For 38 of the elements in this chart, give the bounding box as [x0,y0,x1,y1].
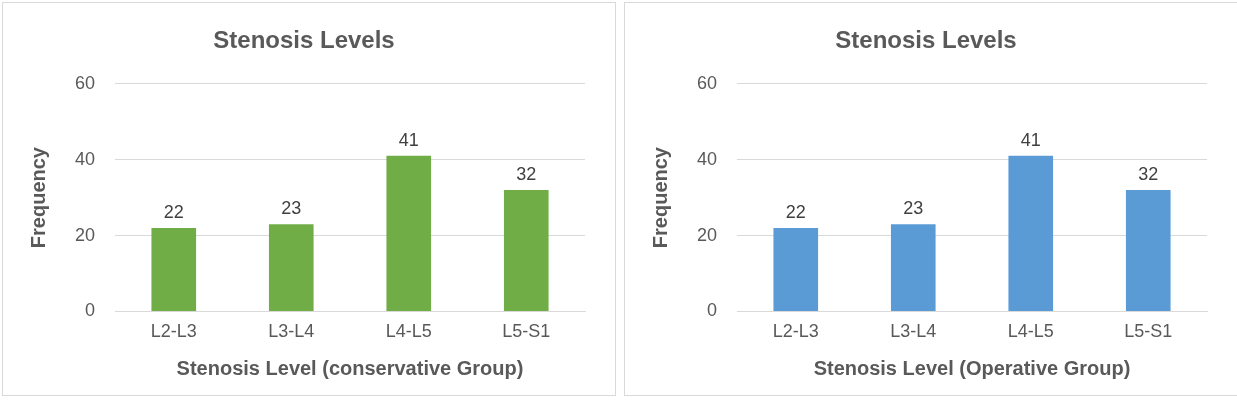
y-tick-label: 60 [696,72,718,93]
bar [1125,190,1171,311]
data-label: 22 [163,201,184,222]
y-tick-label: 20 [696,224,718,245]
x-tick-label: L2-L3 [150,321,197,342]
y-tick-label: 0 [707,300,718,321]
bar [503,190,549,311]
bar [386,155,432,311]
y-axis-title: Frequency [26,146,49,249]
x-tick-label: L4-L5 [385,321,432,342]
bar [268,224,314,311]
x-tick-label: L2-L3 [772,321,819,342]
x-tick-label: L4-L5 [1007,321,1054,342]
x-axis-title: Stenosis Level (Operative Group) [813,356,1131,379]
data-label: 41 [398,129,419,150]
data-label: 32 [516,163,537,184]
data-label: 41 [1020,129,1041,150]
x-tick-label: L3-L4 [268,321,315,342]
x-tick-label: L3-L4 [890,321,937,342]
y-tick-label: 40 [74,148,96,169]
x-axis-title: Stenosis Level (conservative Group) [176,356,524,379]
x-tick-label: L5-S1 [502,321,551,342]
data-label: 23 [903,198,924,219]
chart-title: Stenosis Levels [213,26,395,54]
bar [890,224,936,311]
data-label: 23 [281,198,302,219]
data-label: 32 [1138,163,1159,184]
y-axis-title: Frequency [648,146,671,249]
bar [773,227,819,311]
bar [151,227,197,311]
bar [1008,155,1054,311]
x-tick-label: L5-S1 [1124,321,1173,342]
y-tick-label: 20 [74,224,96,245]
y-tick-label: 40 [696,148,718,169]
y-tick-label: 60 [74,72,96,93]
y-tick-label: 0 [85,300,96,321]
data-label: 22 [785,201,806,222]
chart-title: Stenosis Levels [835,26,1017,54]
